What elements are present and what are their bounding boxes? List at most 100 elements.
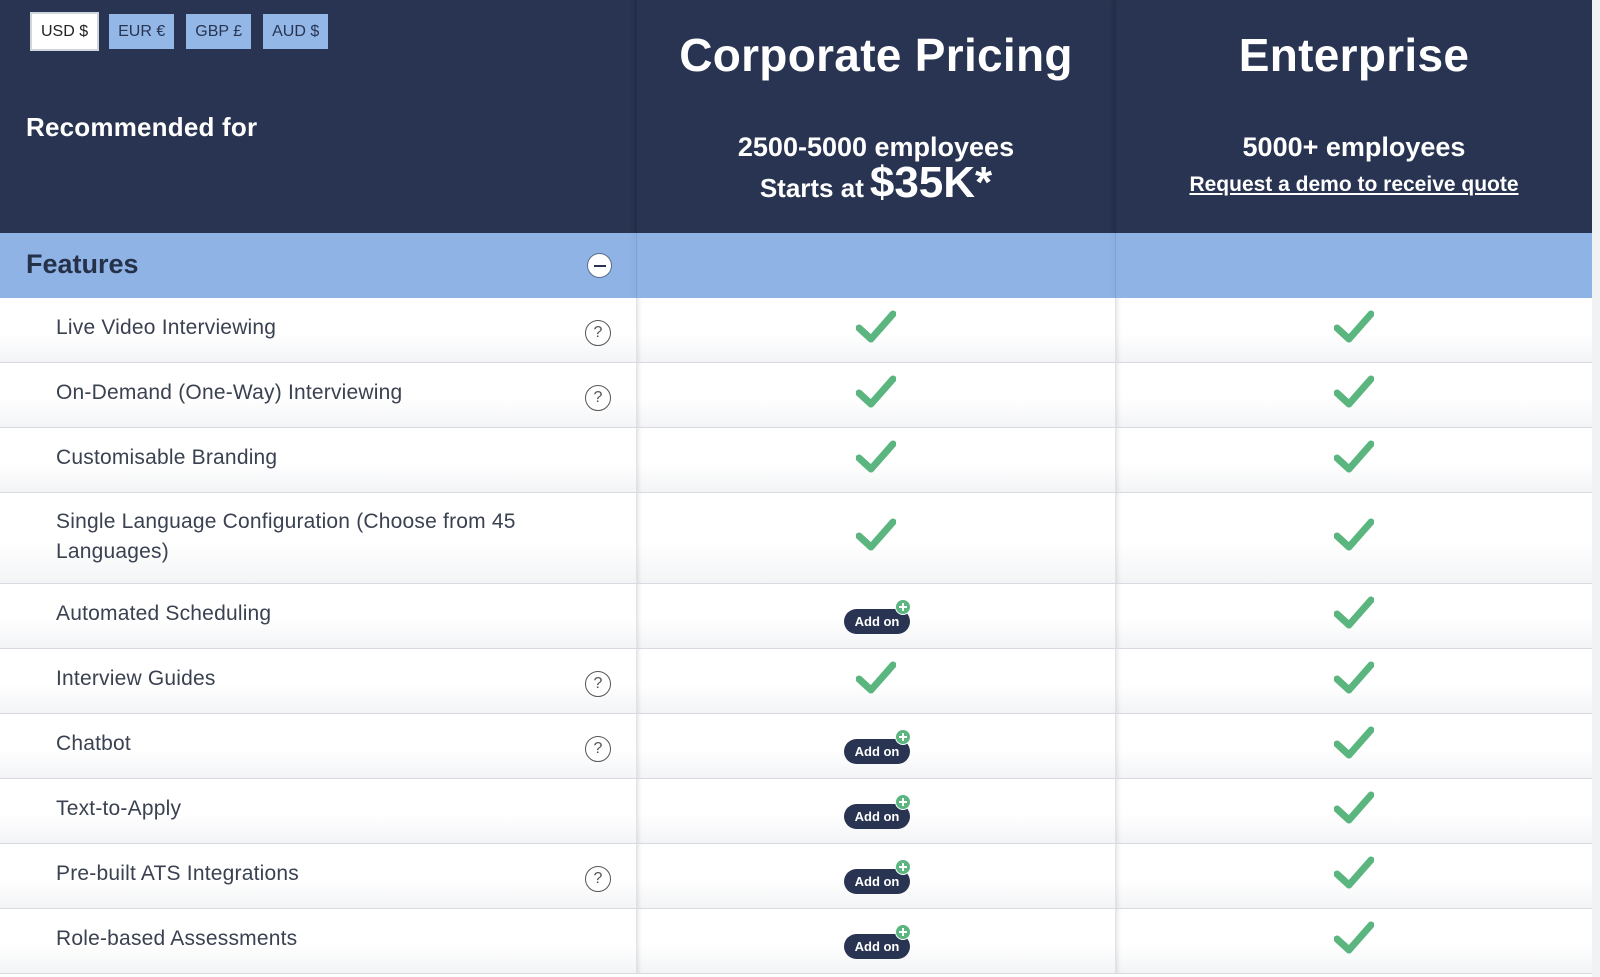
features-section-title: Features — [26, 249, 139, 279]
request-demo-link[interactable]: Request a demo to receive quote — [1189, 173, 1519, 196]
check-icon — [1333, 920, 1375, 956]
feature-label: Role-based Assessments — [56, 927, 298, 950]
add-on-badge[interactable]: Add on — [844, 729, 911, 764]
help-icon[interactable]: ? — [585, 866, 611, 892]
feature-label: Pre-built ATS Integrations — [56, 862, 299, 885]
column-divider — [636, 233, 637, 298]
check-icon — [855, 374, 897, 410]
feature-row: Automated Scheduling Add on — [0, 584, 1592, 649]
feature-row: Chatbot? Add on — [0, 714, 1592, 779]
plus-icon — [895, 729, 911, 745]
recommended-for-label: Recommended for — [26, 112, 258, 142]
check-icon — [1333, 439, 1375, 475]
feature-label: Automated Scheduling — [56, 602, 272, 625]
feature-row: Single Language Configuration (Choose fr… — [0, 493, 1592, 584]
check-icon — [1333, 309, 1375, 345]
enterprise-feature-cell — [1115, 584, 1592, 648]
feature-label: Text-to-Apply — [56, 797, 182, 820]
feature-row: Interview Guides? — [0, 649, 1592, 714]
corporate-feature-cell — [636, 428, 1115, 492]
check-icon — [855, 517, 897, 553]
check-icon — [1333, 374, 1375, 410]
corporate-feature-cell: Add on — [636, 779, 1115, 843]
enterprise-feature-cell — [1115, 493, 1592, 583]
feature-label: Live Video Interviewing — [56, 316, 277, 339]
add-on-badge[interactable]: Add on — [844, 859, 911, 894]
feature-row: Text-to-Apply Add on — [0, 779, 1592, 844]
enterprise-feature-cell — [1115, 779, 1592, 843]
feature-row: Pre-built ATS Integrations? Add on — [0, 844, 1592, 909]
collapse-icon[interactable] — [587, 253, 612, 278]
feature-label: Customisable Branding — [56, 446, 278, 469]
enterprise-feature-cell — [1115, 909, 1592, 973]
features-section-bar[interactable]: Features — [0, 233, 1592, 298]
scrollbar-track[interactable] — [1592, 0, 1600, 977]
header-label-column: USD $ EUR € GBP £ AUD $ Recommended for — [0, 0, 636, 233]
corporate-feature-cell: Add on — [636, 844, 1115, 908]
price-prefix: Starts at — [759, 173, 864, 203]
corporate-plan-header: Corporate Pricing 2500-5000 employees St… — [636, 0, 1115, 233]
enterprise-feature-cell — [1115, 649, 1592, 713]
pricing-header: USD $ EUR € GBP £ AUD $ Recommended for … — [0, 0, 1592, 233]
currency-aud-button[interactable]: AUD $ — [261, 12, 331, 51]
feature-label: Interview Guides — [56, 667, 216, 690]
check-icon — [855, 660, 897, 696]
price-amount: $35K* — [869, 158, 993, 207]
enterprise-feature-cell — [1115, 428, 1592, 492]
help-icon[interactable]: ? — [585, 671, 611, 697]
feature-row: On-Demand (One-Way) Interviewing? — [0, 363, 1592, 428]
help-icon[interactable]: ? — [585, 320, 611, 346]
corporate-feature-cell — [636, 363, 1115, 427]
check-icon — [1333, 855, 1375, 891]
add-on-label: Add on — [854, 809, 900, 824]
check-icon — [855, 439, 897, 475]
corporate-feature-cell: Add on — [636, 584, 1115, 648]
feature-row: Role-based Assessments Add on — [0, 909, 1592, 974]
enterprise-plan-header: Enterprise 5000+ employees Request a dem… — [1115, 0, 1592, 233]
feature-label: Chatbot — [56, 732, 131, 755]
help-icon[interactable]: ? — [585, 736, 611, 762]
feature-label: On-Demand (One-Way) Interviewing — [56, 381, 403, 404]
add-on-label: Add on — [854, 744, 900, 759]
check-icon — [1333, 517, 1375, 553]
check-icon — [1333, 660, 1375, 696]
plus-icon — [895, 924, 911, 940]
add-on-badge[interactable]: Add on — [844, 599, 911, 634]
enterprise-plan-employees: 5000+ employees — [1242, 132, 1466, 162]
add-on-label: Add on — [854, 874, 900, 889]
check-icon — [1333, 725, 1375, 761]
plus-icon — [895, 794, 911, 810]
currency-gbp-button[interactable]: GBP £ — [184, 12, 254, 51]
enterprise-feature-cell — [1115, 298, 1592, 362]
add-on-label: Add on — [854, 939, 900, 954]
enterprise-feature-cell — [1115, 363, 1592, 427]
corporate-feature-cell — [636, 298, 1115, 362]
corporate-feature-cell — [636, 649, 1115, 713]
help-icon[interactable]: ? — [585, 385, 611, 411]
check-icon — [1333, 790, 1375, 826]
enterprise-plan-title: Enterprise — [1238, 29, 1470, 81]
add-on-badge[interactable]: Add on — [844, 924, 911, 959]
check-icon — [855, 309, 897, 345]
check-icon — [1333, 595, 1375, 631]
corporate-feature-cell: Add on — [636, 909, 1115, 973]
currency-selector: USD $ EUR € GBP £ AUD $ — [30, 12, 331, 51]
corporate-plan-employees: 2500-5000 employees — [737, 132, 1015, 162]
plus-icon — [895, 859, 911, 875]
corporate-feature-cell — [636, 493, 1115, 583]
corporate-plan-title: Corporate Pricing — [679, 29, 1073, 81]
column-divider — [1115, 233, 1116, 298]
enterprise-feature-cell — [1115, 714, 1592, 778]
plus-icon — [895, 599, 911, 615]
currency-eur-button[interactable]: EUR € — [107, 12, 177, 51]
feature-row: Live Video Interviewing? — [0, 298, 1592, 363]
add-on-badge[interactable]: Add on — [844, 794, 911, 829]
add-on-label: Add on — [854, 614, 900, 629]
currency-usd-button[interactable]: USD $ — [30, 12, 100, 51]
feature-row: Customisable Branding — [0, 428, 1592, 493]
enterprise-feature-cell — [1115, 844, 1592, 908]
corporate-feature-cell: Add on — [636, 714, 1115, 778]
corporate-plan-price: Starts at $35K* — [637, 158, 1115, 208]
feature-label: Single Language Configuration (Choose fr… — [56, 510, 516, 563]
